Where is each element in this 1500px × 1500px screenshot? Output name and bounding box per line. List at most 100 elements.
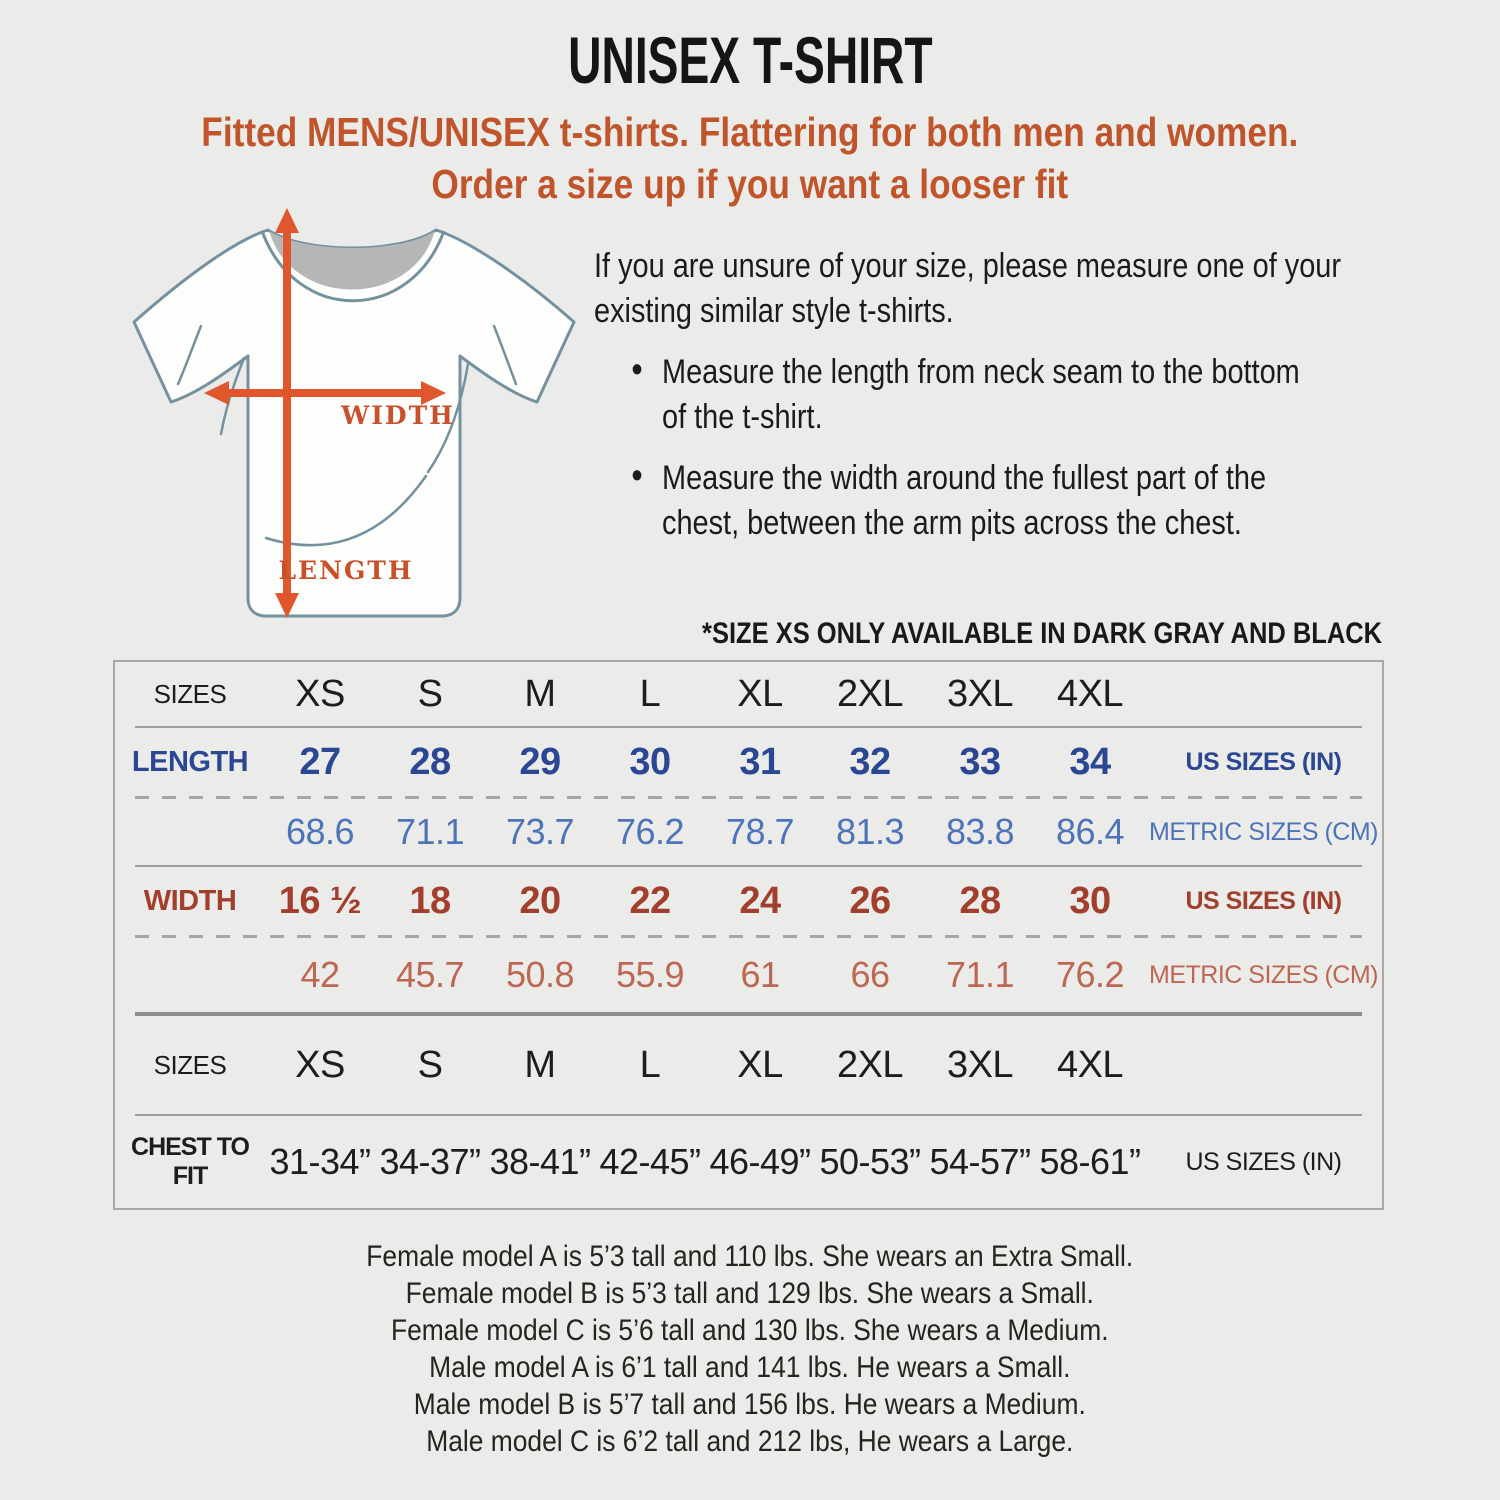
length-cm-cell: 78.7 xyxy=(725,811,795,852)
size-name-cell: 4XL xyxy=(1056,1043,1124,1086)
length-in-cell: 27 xyxy=(299,740,341,783)
model-info-line: Female model A is 5’3 tall and 110 lbs. … xyxy=(366,1240,1134,1273)
size-name-cell: XS xyxy=(295,672,345,715)
table-row-width-cm: 42 45.7 50.8 55.9 61 66 71.1 76.2 METRIC SIZES … xyxy=(115,938,1382,1012)
row-divider xyxy=(135,726,1362,728)
length-arrow-icon xyxy=(275,208,299,618)
chest-in-cell: 42-45” xyxy=(599,1141,701,1182)
chest-in-cell: 46-49” xyxy=(709,1141,811,1182)
chest-in-cell: 54-57” xyxy=(929,1141,1031,1182)
width-in-cell: 22 xyxy=(629,879,671,922)
model-info-line: Female model B is 5’3 tall and 129 lbs. … xyxy=(405,1277,1095,1310)
section-divider xyxy=(135,1012,1362,1016)
length-cm-cell: 86.4 xyxy=(1055,811,1125,852)
length-cm-cell: 81.3 xyxy=(835,811,905,852)
model-info-line: Female model C is 5’6 tall and 130 lbs. … xyxy=(391,1314,1109,1347)
width-in-cell: 18 xyxy=(409,879,451,922)
table-row-length-in: LENGTH 27 28 29 30 31 32 33 34 US SIZES (IN) xyxy=(115,728,1382,796)
length-cm-cell: 73.7 xyxy=(505,811,575,852)
size-name-cell: M xyxy=(524,672,556,715)
row-divider xyxy=(135,1114,1362,1116)
table-row-chest-to-fit: CHEST TO FIT 31-34” 34-37” 38-41” 42-45” 46-… xyxy=(115,1116,1382,1208)
length-cm-cell: 76.2 xyxy=(615,811,685,852)
size-name-cell: 3XL xyxy=(946,672,1014,715)
length-in-cell: 30 xyxy=(629,740,671,783)
metric-sizes-unit-label: METRIC SIZES (CM) xyxy=(1149,960,1379,989)
tshirt-diagram: WIDTH LENGTH xyxy=(116,206,586,634)
width-in-cell: 30 xyxy=(1069,879,1111,922)
width-in-cell: 16 ½ xyxy=(278,879,362,922)
xs-availability-note-text: *SIZE XS ONLY AVAILABLE IN DARK GRAY AND… xyxy=(701,617,1382,650)
length-in-cell: 28 xyxy=(409,740,451,783)
length-in-cell: 33 xyxy=(959,740,1001,783)
model-fit-lines: Female model A is 5’3 tall and 110 lbs. … xyxy=(367,1238,1134,1460)
width-cm-cell: 55.9 xyxy=(615,954,685,995)
width-cm-cell: 71.1 xyxy=(945,954,1015,995)
length-in-cell: 31 xyxy=(739,740,781,783)
table-row-width-in: WIDTH 16 ½ 18 20 22 24 26 28 30 US SIZES (IN) xyxy=(115,867,1382,935)
chest-in-cell: 38-41” xyxy=(489,1141,591,1182)
chest-in-cell: 50-53” xyxy=(819,1141,921,1182)
chest-in-cell: 34-37” xyxy=(379,1141,481,1182)
size-name-cell: 2XL xyxy=(836,672,904,715)
collar-band xyxy=(260,230,446,303)
size-name-cell: 3XL xyxy=(946,1043,1014,1086)
chest-in-cell: 58-61” xyxy=(1039,1141,1141,1182)
page-title-text: UNISEX T-SHIRT xyxy=(567,23,933,97)
xs-availability-note: *SIZE XS ONLY AVAILABLE IN DARK GRAY AND… xyxy=(582,617,1382,651)
size-name-cell: L xyxy=(639,1043,661,1086)
tshirt-illustration: WIDTH LENGTH xyxy=(132,208,576,618)
width-cm-cell: 42 xyxy=(300,954,340,995)
length-arrow-label: LENGTH xyxy=(278,556,413,585)
width-cm-cell: 61 xyxy=(740,954,780,995)
size-name-cell: 4XL xyxy=(1056,672,1124,715)
size-name-cell: XL xyxy=(737,1043,783,1086)
model-fit-info: Female model A is 5’3 tall and 110 lbs. … xyxy=(0,1238,1500,1460)
size-name-cell: S xyxy=(417,672,443,715)
size-name-cell: XL xyxy=(737,672,783,715)
sizes-label: SIZES xyxy=(153,678,227,709)
instructions-intro: If you are unsure of your size, please m… xyxy=(594,247,1342,330)
size-name-cell: XS xyxy=(295,1043,345,1086)
table-row-sizes-header: SIZES XS S M L XL 2XL 3XL 4XL xyxy=(115,662,1382,726)
table-row-length-cm: 68.6 71.1 73.7 76.2 78.7 81.3 83.8 86.4 METRIC … xyxy=(115,799,1382,865)
length-in-cell: 34 xyxy=(1069,740,1111,783)
us-sizes-unit-label: US SIZES (IN) xyxy=(1185,886,1342,915)
us-sizes-unit-label: US SIZES (IN) xyxy=(1185,747,1342,776)
size-name-cell: S xyxy=(417,1043,443,1086)
instruction-bullet: Measure the length from neck seam to the… xyxy=(631,348,1414,440)
model-info-line: Male model A is 6’1 tall and 141 lbs. He… xyxy=(429,1351,1071,1384)
instructions-bullet-list: Measure the length from neck seam to the… xyxy=(594,348,1414,546)
chest-to-fit-label: CHEST TO FIT xyxy=(131,1133,250,1190)
size-name-cell: 2XL xyxy=(836,1043,904,1086)
instruction-bullet: Measure the width around the fullest par… xyxy=(631,454,1414,546)
width-cm-cell: 45.7 xyxy=(395,954,465,995)
width-arrow-label: WIDTH xyxy=(340,401,455,430)
row-divider-dashed xyxy=(135,796,1362,799)
row-divider-dashed xyxy=(135,935,1362,938)
width-label: WIDTH xyxy=(143,884,237,917)
size-name-cell: M xyxy=(524,1043,556,1086)
neck-opening xyxy=(269,230,435,290)
model-info-line: Male model B is 5’7 tall and 156 lbs. He… xyxy=(413,1388,1087,1421)
size-table: SIZES XS S M L XL 2XL 3XL 4XL LENGTH 27 28 29 30 31… xyxy=(113,660,1384,1210)
measuring-instructions: If you are unsure of your size, please m… xyxy=(594,244,1414,562)
length-cm-cell: 83.8 xyxy=(945,811,1015,852)
width-in-cell: 28 xyxy=(959,879,1001,922)
length-cm-cell: 68.6 xyxy=(285,811,355,852)
length-in-cell: 29 xyxy=(519,740,561,783)
sizes-label: SIZES xyxy=(153,1049,227,1080)
length-cm-cell: 71.1 xyxy=(395,811,465,852)
width-cm-cell: 66 xyxy=(850,954,890,995)
us-sizes-unit-label: US SIZES (IN) xyxy=(1185,1147,1342,1176)
width-in-cell: 20 xyxy=(519,879,561,922)
metric-sizes-unit-label: METRIC SIZES (CM) xyxy=(1149,817,1379,846)
model-info-line: Male model C is 6’2 tall and 212 lbs, He… xyxy=(426,1425,1074,1458)
length-in-cell: 32 xyxy=(849,740,891,783)
width-in-cell: 24 xyxy=(739,879,781,922)
subtitle-text: Fitted MENS/UNISEX t-shirts. Flattering … xyxy=(201,109,1299,208)
page-title: UNISEX T-SHIRT xyxy=(0,22,1500,98)
width-in-cell: 26 xyxy=(849,879,891,922)
chest-in-cell: 31-34” xyxy=(269,1141,371,1182)
